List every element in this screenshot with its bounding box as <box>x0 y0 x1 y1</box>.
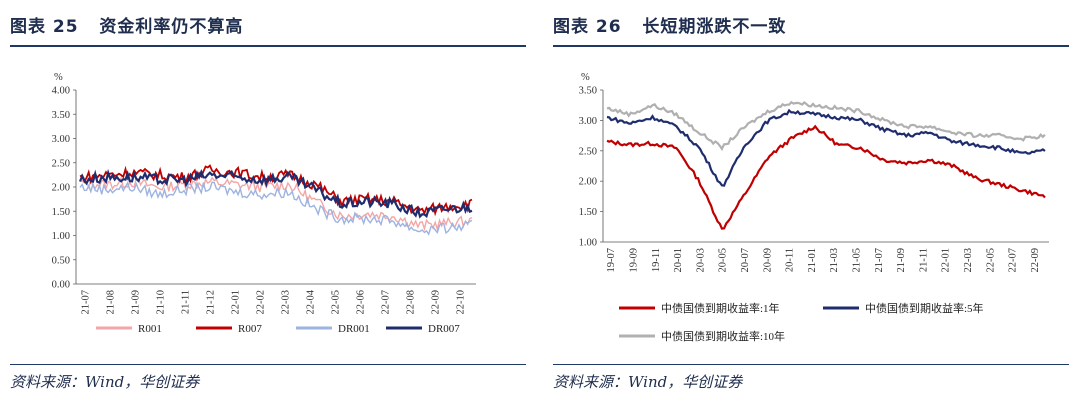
x-tick-label: 22-09 <box>1030 248 1041 273</box>
left-figure: 图表 25 资金利率仍不算高 % 0.00 0.50 1.00 1.50 2.00 2.50… <box>10 0 530 401</box>
series-line <box>79 176 473 232</box>
x-tick-label: 21-09 <box>131 290 142 315</box>
y-tick-label: 0.50 <box>52 255 70 266</box>
x-tick-label: 21-12 <box>206 290 217 315</box>
figure-number: 图表 26 <box>553 17 622 37</box>
series-line <box>78 168 473 219</box>
y-tick-label: 1.00 <box>52 231 70 242</box>
x-tick-label: 22-01 <box>231 290 242 315</box>
y-tick-label: 2.50 <box>52 158 70 169</box>
legend-label: 中债国债到期收益率:5年 <box>865 301 984 315</box>
legend-label: R001 <box>138 323 162 335</box>
x-tick-label: 22-03 <box>963 248 974 273</box>
y-tick-label: 2.00 <box>52 183 70 194</box>
y-tick-label: 1.50 <box>579 207 597 218</box>
x-tick-label: 21-10 <box>156 290 167 315</box>
x-tick-label: 20-09 <box>762 248 773 273</box>
series-line <box>606 124 1046 230</box>
y-tick-label: 3.00 <box>579 116 597 127</box>
y-tick-label: 1.00 <box>579 238 597 249</box>
x-tick-label: 22-10 <box>456 290 467 315</box>
x-tick-label: 22-09 <box>431 290 442 315</box>
x-tick-label: 22-05 <box>985 248 996 273</box>
title-divider <box>10 45 526 47</box>
figure-title: 图表 25 资金利率仍不算高 <box>10 12 243 37</box>
y-tick-label: 3.50 <box>579 86 597 97</box>
x-tick-label: 20-11 <box>785 248 796 272</box>
x-tick-label: 22-01 <box>941 248 952 273</box>
x-tick-label: 21-01 <box>807 248 818 273</box>
x-tick-label: 19-11 <box>651 248 662 272</box>
x-tick-label: 21-08 <box>106 290 117 315</box>
y-unit-label: % <box>581 72 590 83</box>
source-note: 资料来源：Wind，华创证券 <box>553 373 743 391</box>
right-chart: % 1.00 1.50 2.00 2.50 3.00 3.50 19-07 19-09 19-11… <box>579 72 1049 343</box>
x-tick-label: 20-03 <box>695 248 706 273</box>
x-tick-label: 20-01 <box>673 248 684 273</box>
y-tick-label: 4.00 <box>52 86 70 97</box>
series-line <box>606 100 1046 152</box>
source-note: 资料来源：Wind，华创证券 <box>10 373 200 391</box>
x-tick-label: 21-07 <box>81 290 92 315</box>
y-unit-label: % <box>54 72 63 83</box>
x-tick-label: 21-07 <box>874 248 885 273</box>
y-tick-label: 3.50 <box>52 110 70 121</box>
x-tick-label: 21-11 <box>181 290 192 314</box>
x-tick-label: 19-09 <box>628 248 639 273</box>
x-tick-label: 20-05 <box>718 248 729 273</box>
x-tick-label: 20-07 <box>740 248 751 273</box>
x-tick-label: 22-04 <box>306 289 317 314</box>
figure-title-text: 长短期涨跌不一致 <box>642 17 787 37</box>
x-tick-label: 19-07 <box>606 248 617 273</box>
x-tick-label: 21-11 <box>918 248 929 272</box>
right-figure: 图表 26 长短期涨跌不一致 % 1.00 1.50 2.00 2.50 3.00 3.50… <box>553 0 1073 401</box>
y-tick-label: 3.00 <box>52 134 70 145</box>
left-chart: % 0.00 0.50 1.00 1.50 2.00 2.50 3.00 3.50 4.00 21-… <box>52 72 476 335</box>
legend-label: DR007 <box>428 323 460 335</box>
figure-title: 图表 26 长短期涨跌不一致 <box>553 12 786 37</box>
legend-label: DR001 <box>338 323 370 335</box>
legend-label: R007 <box>238 323 262 335</box>
series-line <box>79 180 473 236</box>
x-tick-label: 22-02 <box>256 290 267 315</box>
x-tick-label: 22-06 <box>356 290 367 315</box>
x-tick-label: 22-07 <box>381 290 392 315</box>
legend-label: 中债国债到期收益率:10年 <box>661 329 785 343</box>
y-tick-label: 2.50 <box>579 146 597 157</box>
figure-title-text: 资金利率仍不算高 <box>99 17 244 37</box>
y-tick-label: 2.00 <box>579 177 597 188</box>
x-tick-label: 21-09 <box>896 248 907 273</box>
x-tick-label: 22-07 <box>1008 248 1019 273</box>
x-tick-label: 21-05 <box>851 248 862 273</box>
x-tick-label: 22-03 <box>281 290 292 315</box>
footer-divider <box>10 364 526 365</box>
x-tick-label: 22-08 <box>406 290 417 315</box>
title-divider <box>553 45 1069 47</box>
x-tick-label: 22-05 <box>331 290 342 315</box>
legend-label: 中债国债到期收益率:1年 <box>661 301 780 315</box>
y-tick-label: 1.50 <box>52 207 70 218</box>
x-tick-label: 21-03 <box>829 248 840 273</box>
figure-number: 图表 25 <box>10 17 79 37</box>
footer-divider <box>553 364 1069 365</box>
y-tick-label: 0.00 <box>52 280 70 291</box>
series-line <box>606 108 1046 187</box>
